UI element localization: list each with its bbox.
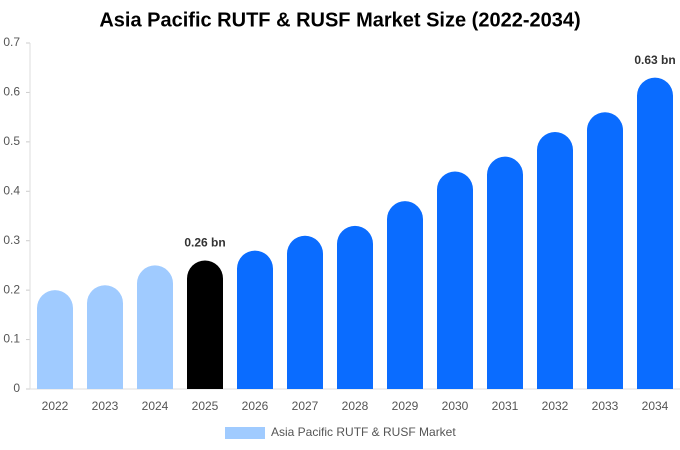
x-tick-label: 2023 (92, 399, 119, 413)
legend-label: Asia Pacific RUTF & RUSF Market (271, 425, 456, 439)
bar (37, 290, 73, 389)
y-tick-label: 0.4 (3, 183, 20, 197)
x-tick-label: 2033 (592, 399, 619, 413)
bar (587, 112, 623, 389)
value-label: 0.26 bn (184, 236, 225, 250)
x-tick-label: 2027 (292, 399, 319, 413)
bar (537, 131, 573, 389)
bar (237, 250, 273, 389)
y-tick-label: 0 (13, 381, 20, 395)
bar (337, 225, 373, 389)
bar (487, 156, 523, 389)
x-tick-label: 2026 (242, 399, 269, 413)
y-tick-label: 0.3 (3, 233, 20, 247)
chart-title: Asia Pacific RUTF & RUSF Market Size (20… (99, 9, 580, 31)
x-tick-label: 2031 (492, 399, 519, 413)
y-tick-label: 0.7 (3, 35, 20, 49)
value-label: 0.63 bn (634, 53, 675, 67)
bar (187, 260, 223, 389)
x-tick-label: 2028 (342, 399, 369, 413)
x-tick-label: 2022 (42, 399, 69, 413)
y-tick-label: 0.6 (3, 85, 20, 99)
y-tick-label: 0.5 (3, 134, 20, 148)
bar (287, 235, 323, 389)
y-tick-label: 0.1 (3, 332, 20, 346)
bar (87, 285, 123, 389)
x-tick-label: 2034 (642, 399, 669, 413)
legend-swatch (225, 427, 265, 439)
bar (137, 265, 173, 389)
x-tick-label: 2025 (192, 399, 219, 413)
x-tick-label: 2030 (442, 399, 469, 413)
x-tick-label: 2032 (542, 399, 569, 413)
bar (437, 171, 473, 389)
bar (387, 201, 423, 389)
x-tick-label: 2029 (392, 399, 419, 413)
x-tick-label: 2024 (142, 399, 169, 413)
y-tick-label: 0.2 (3, 282, 20, 296)
bar (637, 77, 673, 389)
